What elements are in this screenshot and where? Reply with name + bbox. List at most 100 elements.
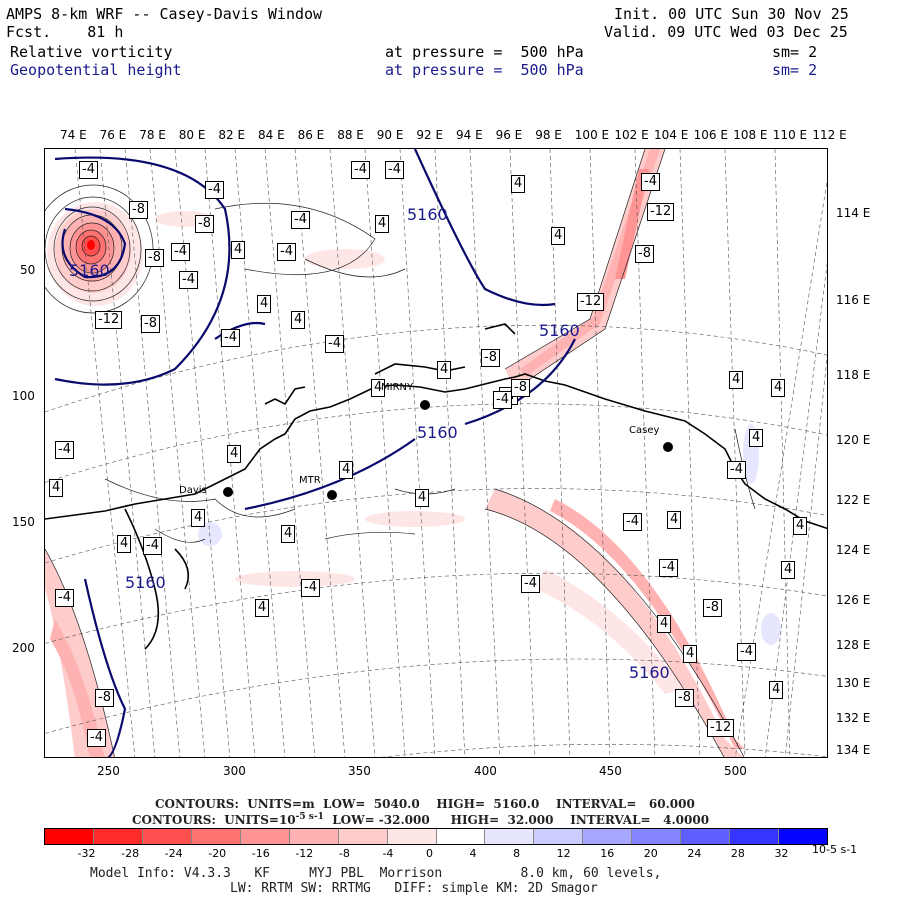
colorbar-label: 4 [469,847,477,860]
colorbar-segment [534,829,584,844]
y-tick-label: 200 [12,641,35,655]
vorticity-pos-label: 4 [771,379,786,397]
vorticity-neg-label: -12 [95,311,123,329]
vorticity-pos-label: 4 [551,227,566,245]
vorticity-pos-label: 4 [281,525,296,543]
top-lon-label: 82 E [218,128,246,142]
field1-name: Relative vorticity [10,43,173,61]
x-tick-label: 500 [724,764,747,778]
vorticity-neg-label: -4 [385,161,404,179]
vorticity-pos-label: 4 [511,175,526,193]
vorticity-neg-label: -4 [521,575,540,593]
top-lon-label: 110 E [772,128,808,142]
vorticity-pos-label: 4 [255,599,270,617]
top-lon-label: 100 E [574,128,610,142]
model-info-line1: Model Info: V4.3.3 KF MYJ PBL Morrison 8… [90,866,662,881]
vorticity-pos-label: 4 [339,461,354,479]
height-contour-label: 5160 [629,663,670,682]
vorticity-pos-label: 4 [769,681,784,699]
right-lon-label: 120 E [836,433,871,447]
vorticity-pos-label: 4 [117,535,132,553]
top-lon-label: 106 E [693,128,728,142]
y-tick-label: 100 [12,389,35,403]
field2-level: at pressure = 500 hPa [385,61,584,79]
colorbar-segment [387,829,437,844]
station-label: Casey [629,425,660,436]
vort-units: CONTOURS: UNITS=10 [132,813,296,827]
vorticity-pos-label: 4 [657,615,672,633]
colorbar-segment [338,829,388,844]
colorbar-label: 0 [426,847,433,860]
colorbar-segment [485,829,535,844]
vorticity-neg-label: -8 [675,689,694,707]
vorticity-neg-label: -8 [703,599,722,617]
vorticity-pos-label: 4 [231,241,246,259]
height-units: CONTOURS: UNITS=m [155,797,315,811]
right-lon-label: 126 E [836,593,871,607]
vorticity-neg-label: -4 [171,243,190,261]
vorticity-neg-label: -4 [641,173,660,191]
right-lon-label: 122 E [836,493,871,507]
colorbar-segment [632,829,682,844]
y-tick-label: 150 [12,515,35,529]
colorbar-segment [730,829,780,844]
station-label: MIRNY [381,382,414,393]
vort-units-exp: -5 s-1 [295,812,324,822]
top-lon-label: 104 E [654,128,689,142]
colorbar-segment [583,829,633,844]
field2-name: Geopotential height [10,61,182,79]
top-lon-label: 80 E [178,128,206,142]
height-contour-label: 5160 [407,205,448,224]
plot-title: AMPS 8-km WRF -- Casey-Davis Window [6,5,323,23]
vorticity-pos-label: 4 [257,295,272,313]
vorticity-neg-label: -4 [623,513,642,531]
height-high: HIGH= 5160.0 [436,797,540,811]
vorticity-contour-info: CONTOURS: UNITS=10-5 s-1 LOW= -32.000 HI… [132,812,709,827]
colorbar-segment [436,829,486,844]
vorticity-neg-label: -4 [221,329,240,347]
top-lon-label: 96 E [495,128,523,142]
colorbar-label: 20 [643,847,658,860]
vorticity-neg-label: -4 [55,441,74,459]
top-lon-label: 78 E [139,128,166,142]
vorticity-neg-label: -4 [325,335,344,353]
vorticity-neg-label: -8 [511,379,530,397]
colorbar-segment [191,829,241,844]
colorbar [44,828,828,845]
vorticity-pos-label: 4 [191,509,206,527]
vorticity-pos-label: 4 [227,445,242,463]
colorbar-label: 8 [513,847,521,860]
vort-interval: INTERVAL= 4.0000 [570,813,710,827]
height-contour-label: 5160 [417,423,458,442]
map-panel: -4 -4 -4 -4 -4 -8 -8 -4 -8 -12 -8 -4 -4 -4 4 4 4 4 4 4 -4 -4-… [44,148,828,758]
vorticity-pos-label: 4 [375,215,390,233]
right-lon-label: 124 E [836,543,871,557]
top-lon-label: 98 E [535,128,562,142]
top-lon-label: 112 E [812,128,847,142]
valid-time: Valid. 09 UTC Wed 03 Dec 25 [604,23,848,41]
colorbar-label: -16 [251,847,270,860]
vorticity-pos-label: 4 [291,311,306,329]
vorticity-pos-label: 4 [437,361,452,379]
vorticity-contours [45,149,756,757]
vorticity-neg-label: -4 [205,181,224,199]
height-low: LOW= 5040.0 [323,797,420,811]
vorticity-neg-label: -4 [179,271,198,289]
vorticity-shading [45,149,781,757]
colorbar-label: -8 [338,847,350,860]
colorbar-label: -32 [77,847,96,860]
top-lon-label: 86 E [297,128,325,142]
colorbar-label: -28 [121,847,140,860]
top-lon-label: 102 E [614,128,649,142]
colorbar-label: -24 [164,847,183,860]
init-time: Init. 00 UTC Sun 30 Nov 25 [614,5,849,23]
x-tick-label: 450 [599,764,622,778]
colorbar-segment [142,829,192,844]
top-lon-label: 108 E [733,128,768,142]
vorticity-neg-label: -8 [141,315,160,333]
graticule [45,149,827,757]
top-lon-label: 94 E [456,128,483,142]
right-lon-label: 114 E [836,206,871,220]
vorticity-neg-label: -4 [291,211,310,229]
colorbar-segment [240,829,290,844]
